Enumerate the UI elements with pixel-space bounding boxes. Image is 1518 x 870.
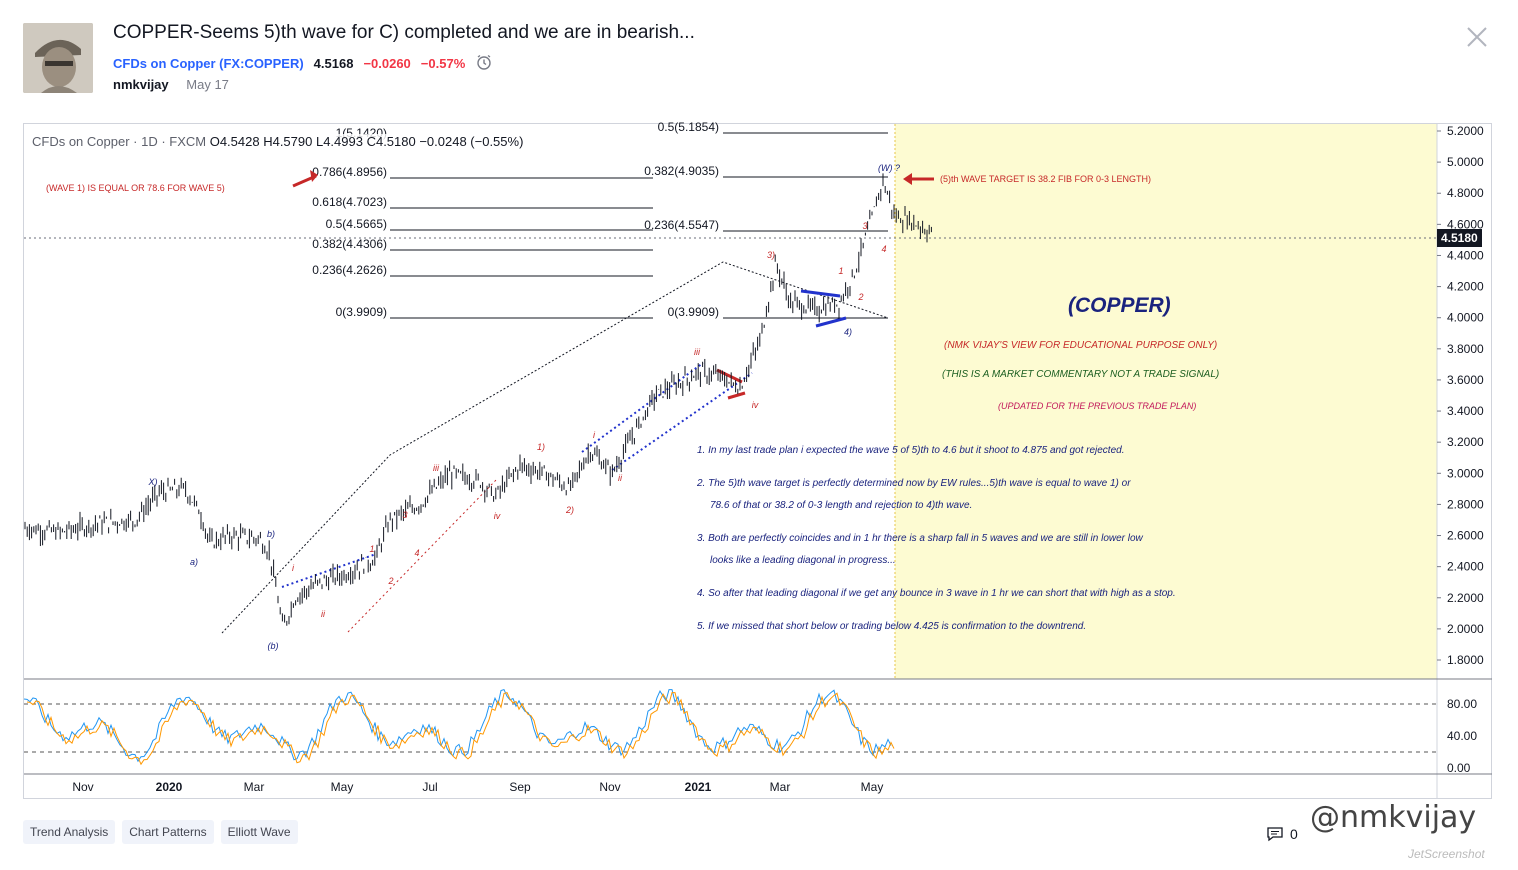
author-avatar[interactable]	[23, 23, 93, 93]
educational-note: (NMK VIJAY'S VIEW FOR EDUCATIONAL PURPOS…	[944, 340, 1218, 351]
comments-count: 0	[1290, 826, 1298, 842]
last-price-tag: 4.5180	[1437, 229, 1482, 247]
idea-title: COPPER-Seems 5)th wave for C) completed …	[113, 22, 695, 43]
point-2: 2. The 5)th wave target is perfectly det…	[697, 478, 1131, 489]
chart-container[interactable]	[23, 123, 1492, 799]
symbol-link[interactable]: CFDs on Copper (FX:COPPER)	[113, 56, 304, 71]
chart-ohlc: O4.5428 H4.5790 L4.4993 C4.5180 −0.0248 …	[209, 134, 524, 149]
close-icon	[1467, 27, 1487, 47]
point-1: 1. In my last trade plan i expected the …	[697, 445, 1125, 456]
point-3-cont: looks like a leading diagonal in progres…	[710, 555, 896, 566]
avatar-image	[23, 23, 93, 93]
comments-counter[interactable]: 0	[1266, 826, 1298, 842]
point-2-cont: 78.6 of that or 38.2 of 0-3 length and r…	[710, 500, 973, 511]
idea-tags: Trend Analysis Chart Patterns Elliott Wa…	[23, 820, 298, 844]
watermark: @nmkvijay	[1310, 800, 1477, 835]
author-row: nmkvijay May 17	[113, 77, 229, 92]
symbol-change: −0.0260	[363, 56, 411, 71]
point-3: 3. Both are perfectly coincides and in 1…	[697, 533, 1143, 544]
publish-date: May 17	[186, 77, 229, 92]
chart-legend: CFDs on Copper · 1D · FXCM O4.5428 H4.57…	[32, 134, 524, 149]
alarm-clock-icon[interactable]	[475, 53, 493, 74]
symbol-price: 4.5168	[313, 56, 354, 71]
tag-chart-patterns[interactable]: Chart Patterns	[122, 820, 214, 844]
symbol-row: CFDs on Copper (FX:COPPER) 4.5168 −0.026…	[113, 53, 493, 74]
target-note: (5)th WAVE TARGET IS 38.2 FIB FOR 0-3 LE…	[940, 174, 1152, 184]
symbol-change-percent: −0.57%	[420, 56, 466, 71]
jet-watermark: JetScreenshot	[1408, 847, 1485, 861]
author-name[interactable]: nmkvijay	[113, 77, 169, 92]
chart-symbol-label: CFDs on Copper · 1D · FXCM	[32, 134, 207, 149]
copper-title: (COPPER)	[1068, 294, 1171, 317]
point-5: 5. If we missed that short below or trad…	[697, 621, 1087, 632]
point-4: 4. So after that leading diagonal if we …	[697, 588, 1176, 599]
comment-icon	[1267, 827, 1283, 842]
tag-trend-analysis[interactable]: Trend Analysis	[23, 820, 116, 844]
wave1-note: (WAVE 1) IS EQUAL OR 78.6 FOR WAVE 5)	[46, 183, 225, 193]
close-button[interactable]	[1464, 24, 1490, 50]
commentary-note: (THIS IS A MARKET COMMENTARY NOT A TRADE…	[942, 369, 1220, 380]
updated-note: (UPDATED FOR THE PREVIOUS TRADE PLAN)	[998, 401, 1197, 411]
tag-elliott-wave[interactable]: Elliott Wave	[220, 820, 298, 844]
